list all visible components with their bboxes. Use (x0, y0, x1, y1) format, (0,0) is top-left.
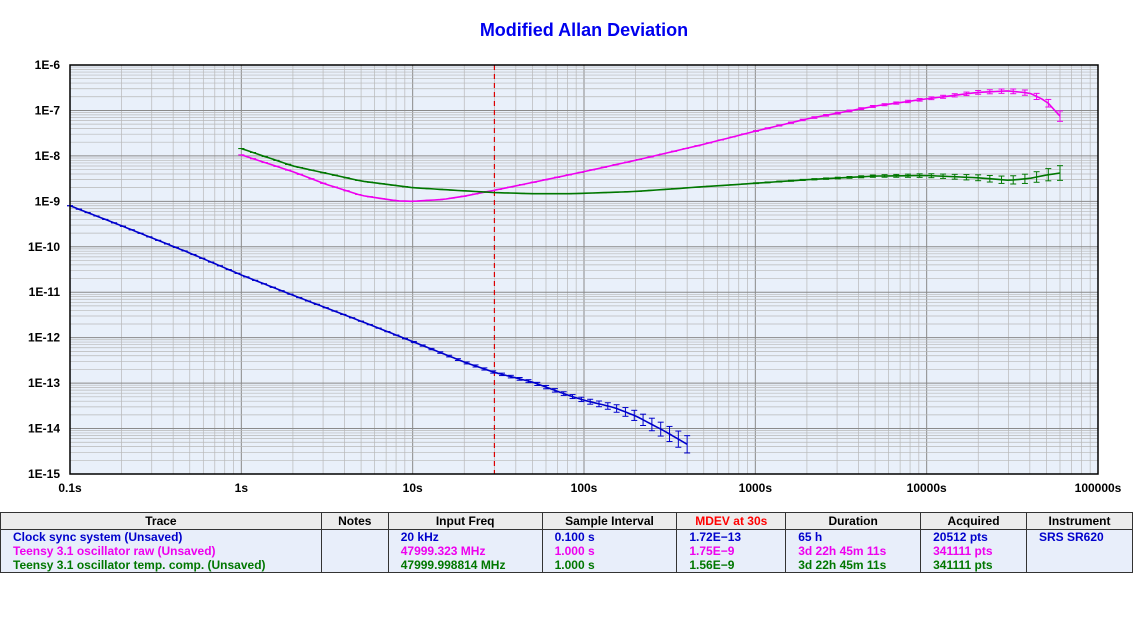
col-header-acquired: Acquired (920, 512, 1027, 530)
x-tick-label: 100000s (1075, 481, 1122, 495)
notes-cell (320, 544, 389, 558)
mdev-cell: 1.56E−9 (676, 558, 787, 573)
x-tick-label: 10000s (907, 481, 947, 495)
y-tick-label: 1E-15 (28, 467, 60, 481)
col-header-instrument: Instrument (1026, 512, 1133, 530)
x-tick-label: 0.1s (58, 481, 82, 495)
duration-cell: 65 h (785, 529, 922, 544)
col-header-notes: Notes (320, 512, 389, 530)
instrument-cell (1026, 544, 1133, 558)
col-header-duration: Duration (785, 512, 922, 530)
col-header-input-freq: Input Freq (387, 512, 543, 530)
y-tick-label: 1E-6 (35, 58, 61, 72)
sample-interval-cell: 1.000 s (541, 544, 678, 558)
y-tick-label: 1E-11 (29, 285, 61, 299)
col-header-mdev: MDEV at 30s (676, 512, 787, 530)
trace-table: Trace Notes Input Freq Sample Interval M… (0, 512, 1133, 573)
y-tick-label: 1E-7 (35, 103, 61, 117)
y-tick-label: 1E-10 (28, 240, 60, 254)
trace-name: Teensy 3.1 oscillator temp. comp. (Unsav… (0, 558, 322, 573)
table-row[interactable]: Teensy 3.1 oscillator raw (Unsaved) 4799… (0, 544, 1133, 558)
table-header-row: Trace Notes Input Freq Sample Interval M… (0, 512, 1133, 530)
x-tick-labels: 0.1s 1s 10s 100s 1000s 10000s 100000s (58, 481, 1121, 495)
input-freq-cell: 47999.998814 MHz (387, 558, 543, 573)
y-tick-label: 1E-8 (35, 149, 61, 163)
table-row[interactable]: Teensy 3.1 oscillator temp. comp. (Unsav… (0, 558, 1133, 573)
y-tick-label: 1E-14 (28, 422, 60, 436)
trace-name: Teensy 3.1 oscillator raw (Unsaved) (0, 544, 322, 558)
input-freq-cell: 20 kHz (387, 529, 543, 544)
sample-interval-cell: 1.000 s (541, 558, 678, 573)
col-header-sample-interval: Sample Interval (541, 512, 678, 530)
x-tick-label: 100s (571, 481, 598, 495)
x-tick-label: 1s (235, 481, 249, 495)
mdev-cell: 1.72E−13 (676, 529, 787, 544)
col-header-trace: Trace (0, 512, 322, 530)
table-row[interactable]: Clock sync system (Unsaved) 20 kHz 0.100… (0, 529, 1133, 544)
series-group (238, 147, 1063, 195)
notes-cell (320, 529, 389, 544)
duration-cell: 3d 22h 45m 11s (785, 558, 922, 573)
x-tick-label: 1000s (739, 481, 773, 495)
grid-lines (69, 65, 1098, 475)
y-tick-labels: 1E-6 1E-7 1E-8 1E-9 1E-10 1E-11 1E-12 1E-13 1E-1… (28, 58, 60, 481)
acquired-cell: 20512 pts (920, 529, 1027, 544)
trace-name: Clock sync system (Unsaved) (0, 529, 322, 544)
plot-frame (69, 64, 1099, 475)
y-tick-label: 1E-13 (28, 376, 60, 390)
mdev-cell: 1.75E−9 (676, 544, 787, 558)
mdev-chart: Modified Allan Deviation 1E-61E-71E-81E-… (28, 20, 1122, 495)
acquired-cell: 341111 pts (920, 544, 1027, 558)
series-layer (67, 88, 1063, 454)
sample-interval-cell: 0.100 s (541, 529, 678, 544)
notes-cell (320, 558, 389, 573)
y-tick-label: 1E-9 (35, 194, 61, 208)
chart-title: Modified Allan Deviation (480, 20, 688, 40)
duration-cell: 3d 22h 45m 11s (785, 544, 922, 558)
x-tick-label: 10s (403, 481, 423, 495)
acquired-cell: 341111 pts (920, 558, 1027, 573)
instrument-cell: SRS SR620 (1026, 529, 1133, 544)
input-freq-cell: 47999.323 MHz (387, 544, 543, 558)
y-tick-label: 1E-12 (28, 331, 60, 345)
series-group (67, 204, 691, 454)
instrument-cell (1026, 558, 1133, 573)
